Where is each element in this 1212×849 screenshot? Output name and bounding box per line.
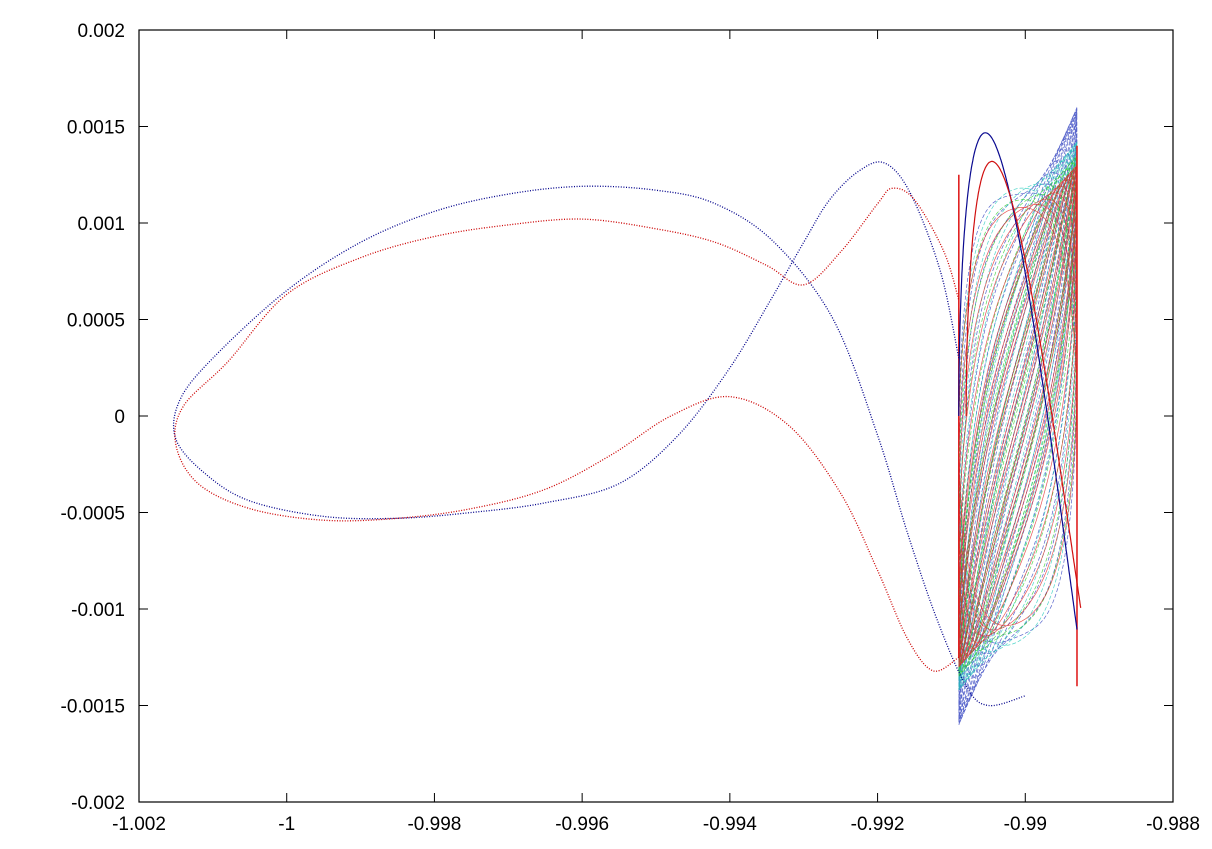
y-tick-label: -0.001 [71,600,125,621]
x-tick-label: -0.994 [703,814,757,835]
y-tick-label: 0.001 [77,214,125,235]
y-tick-label: -0.0005 [61,504,125,525]
y-tick-label: 0.0015 [67,118,125,139]
y-tick-label: -0.002 [71,793,125,814]
oscillation-band [958,106,1078,726]
x-axis-tick-labels: -1.002 -1 -0.998 -0.996 -0.994 -0.992 -0.99 -0.… [112,814,1200,835]
y-tick-label: 0 [114,407,125,428]
x-tick-label: -1 [278,814,295,835]
x-tick-label: -0.988 [1146,814,1200,835]
series-group [172,161,1026,707]
x-tick-label: -0.996 [555,814,609,835]
band-loop-1 [958,132,1078,630]
y-tick-label: -0.0015 [61,697,125,718]
axis-ticks [138,29,1174,803]
x-tick-label: -0.998 [407,814,461,835]
x-tick-label: -0.99 [1004,814,1047,835]
y-tick-label: 0.0005 [67,311,125,332]
band-loops [958,132,1082,630]
y-tick-label: 0.002 [77,21,125,42]
x-tick-label: -0.992 [851,814,905,835]
x-tick-label: -1.002 [112,814,166,835]
y-axis-tick-labels: 0.002 0.0015 0.001 0.0005 0 -0.0005 -0.001 -0.0… [61,21,125,814]
series-line-1 [172,161,1026,707]
band-loop-2 [965,160,1082,609]
series-line-2 [174,187,960,672]
